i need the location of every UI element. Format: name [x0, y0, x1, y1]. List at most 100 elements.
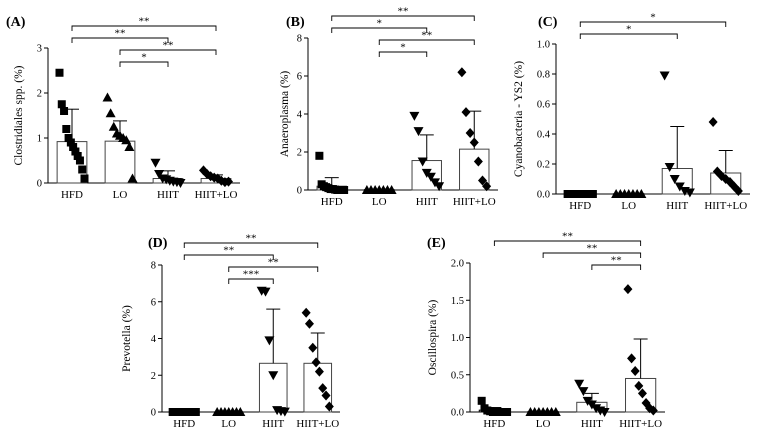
- data-point: [477, 396, 486, 405]
- significance-label: **: [421, 30, 432, 42]
- data-point: [105, 108, 116, 118]
- y-axis-label: Prevotella (%): [121, 305, 133, 372]
- data-point: [71, 147, 80, 156]
- significance-bracket: [71, 37, 169, 43]
- y-axis-label: Anaeroplasma (%): [279, 71, 291, 158]
- data-point: [637, 388, 647, 399]
- x-tick-label: HFD: [483, 418, 505, 430]
- chart-panel-e: (E) Oscillospira (%) 0.0 0.5 1.0 1.5 2.0 HFD LO H…: [427, 231, 665, 430]
- x-tick-label: HFD: [61, 189, 83, 201]
- significance-bracket: [378, 51, 428, 57]
- x-tick-label: HIIT: [416, 196, 438, 208]
- data-point: [473, 156, 483, 167]
- data-point: [465, 128, 475, 138]
- data-point: [550, 407, 561, 416]
- y-tick-label: 0.4: [537, 130, 551, 141]
- significance-bracket: [183, 242, 319, 248]
- bar: [303, 362, 333, 413]
- y-tick-label: 2.0: [451, 259, 464, 270]
- data-point: [669, 175, 680, 184]
- panel-label: (E): [427, 236, 446, 251]
- significance-bracket: [119, 61, 169, 67]
- data-point: [62, 125, 71, 133]
- data-point: [279, 407, 290, 417]
- y-tick-label: 6: [297, 72, 302, 83]
- data-point: [457, 67, 467, 78]
- x-tick-label: HIIT+LO: [704, 200, 747, 212]
- significance-bracket: [228, 266, 319, 272]
- data-point: [127, 173, 138, 183]
- significance-label: **: [562, 231, 573, 243]
- significance-bracket: [331, 27, 428, 33]
- data-point: [469, 137, 479, 148]
- data-point: [684, 188, 695, 198]
- y-tick-label: 1.5: [451, 296, 464, 307]
- significance-label: **: [139, 16, 150, 28]
- data-point: [588, 190, 597, 198]
- y-tick-label: 3: [37, 44, 42, 55]
- data-point: [482, 181, 492, 192]
- data-point: [80, 174, 89, 183]
- panel-label: (A): [6, 15, 26, 30]
- data-point: [664, 163, 675, 172]
- x-tick-label: HIIT+LO: [453, 196, 496, 208]
- data-point: [57, 100, 66, 109]
- data-point: [124, 142, 135, 151]
- data-point: [69, 143, 78, 151]
- data-point: [235, 407, 246, 416]
- data-point: [102, 92, 113, 102]
- data-point: [60, 107, 69, 115]
- significance-label: **: [163, 40, 174, 52]
- y-tick-label: 0: [151, 408, 156, 419]
- x-tick-label: LO: [372, 196, 387, 208]
- data-point: [636, 189, 647, 198]
- x-tick-label: HIIT+LO: [195, 189, 238, 201]
- significance-bracket: [579, 21, 727, 27]
- significance-label: **: [398, 6, 409, 18]
- y-tick-label: 0: [37, 179, 42, 190]
- significance-bracket: [378, 39, 475, 45]
- data-point: [318, 383, 328, 394]
- significance-label: *: [141, 52, 147, 64]
- chart-panel-a: (A) Clostridiales spp. (%) 0 1 2 3 HFD LO HIIT HI…: [6, 15, 240, 201]
- significance-bracket: [228, 278, 274, 284]
- x-tick-label: HFD: [173, 418, 195, 430]
- panel-label: (B): [286, 15, 305, 30]
- data-point: [630, 366, 640, 377]
- data-point: [503, 408, 512, 416]
- data-point: [386, 185, 397, 194]
- data-point: [73, 152, 82, 160]
- y-axis-label: Clostridiales spp. (%): [13, 65, 25, 165]
- x-tick-label: HIIT: [157, 189, 179, 201]
- data-point: [648, 405, 658, 416]
- data-point: [150, 158, 161, 168]
- data-point: [477, 175, 487, 186]
- data-point: [175, 179, 186, 188]
- data-point: [574, 379, 585, 389]
- y-axis-label: Oscillospira (%): [427, 299, 439, 375]
- significance-label: **: [268, 257, 279, 269]
- data-point: [264, 336, 275, 346]
- significance-label: ***: [243, 269, 260, 281]
- significance-bracket: [493, 240, 642, 246]
- y-tick-label: 1.0: [537, 40, 550, 51]
- significance-bracket: [542, 252, 642, 258]
- data-point: [308, 342, 318, 353]
- significance-label: **: [223, 245, 234, 257]
- y-tick-label: 0.8: [537, 70, 550, 81]
- data-point: [66, 138, 75, 147]
- data-point: [311, 357, 321, 368]
- y-tick-label: 2: [37, 89, 42, 100]
- data-point: [55, 68, 64, 77]
- data-point: [627, 353, 637, 364]
- y-tick-label: 0.2: [537, 160, 550, 171]
- chart-panel-c: (C) Cyanobacteria - YS2 (%) 0.0 0.2 0.4 0.6 0.…: [513, 12, 750, 212]
- y-tick-label: 0.0: [537, 190, 550, 201]
- data-point: [434, 182, 445, 192]
- data-point: [321, 390, 331, 401]
- data-point: [461, 107, 471, 118]
- y-tick-label: 4: [297, 110, 303, 121]
- data-point: [121, 135, 132, 145]
- y-tick-label: 2: [151, 371, 156, 382]
